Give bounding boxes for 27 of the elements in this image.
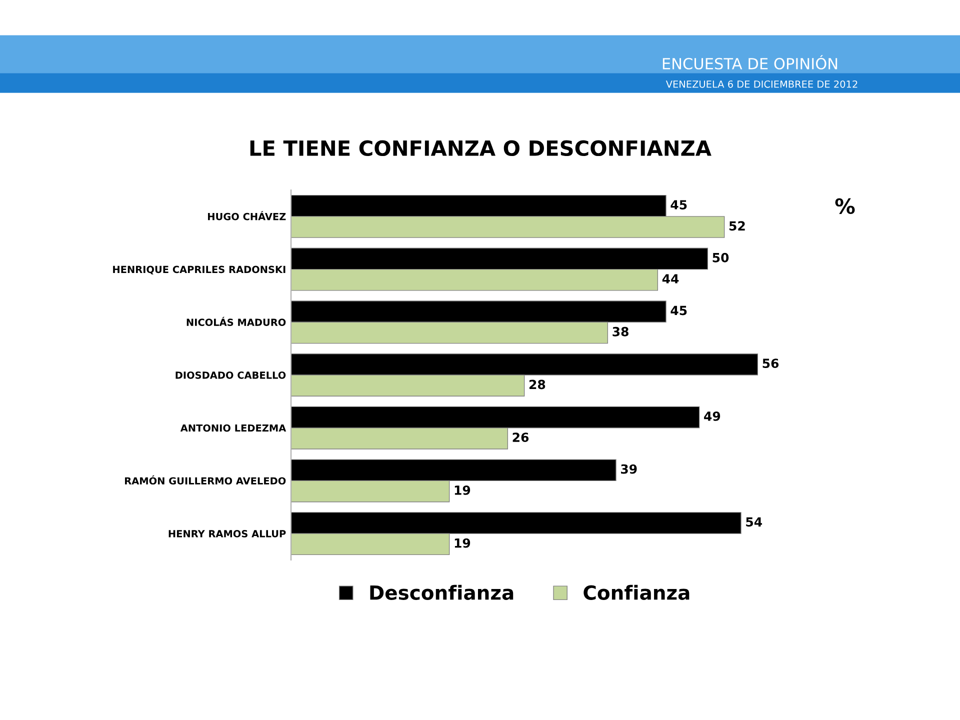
data-label: 45 xyxy=(670,200,687,210)
y-tick-label: DIOSDADO CABELLO xyxy=(176,371,286,379)
data-label: 56 xyxy=(762,358,779,368)
y-tick-label: NICOLÁS MADURO xyxy=(186,316,286,326)
data-label: 50 xyxy=(712,252,729,262)
data-label: 45 xyxy=(670,306,687,316)
data-label: 52 xyxy=(729,221,745,231)
data-label: 39 xyxy=(621,464,637,474)
text: % xyxy=(835,198,855,214)
text: VENEZUELA 6 DE DICIEMBREE DE 2012 xyxy=(666,80,858,88)
y-tick-label: HENRIQUE CAPRILES RADONSKI xyxy=(113,266,286,274)
legend-label: Confianza xyxy=(584,584,690,600)
data-label: 38 xyxy=(612,326,628,336)
text: ENCUESTA DE OPINIÓN xyxy=(662,55,838,70)
y-tick-label: ANTONIO LEDEZMA xyxy=(180,424,286,432)
data-label: 49 xyxy=(704,411,720,421)
data-label: 44 xyxy=(662,274,679,284)
legend-label: Desconfianza xyxy=(370,584,514,600)
y-tick-label: HENRY RAMOS ALLUP xyxy=(168,530,286,538)
data-label: 26 xyxy=(512,432,529,442)
data-label: 54 xyxy=(746,517,762,527)
data-label: 28 xyxy=(529,380,546,390)
y-tick-label: HUGO CHÁVEZ xyxy=(208,211,286,220)
data-label: 19 xyxy=(454,485,470,495)
y-tick-label: RAMÓN GUILLERMO AVELEDO xyxy=(125,475,286,485)
chart-title: LE TIENE CONFIANZA O DESCONFIANZA xyxy=(250,140,712,156)
data-label: 19 xyxy=(454,538,470,548)
